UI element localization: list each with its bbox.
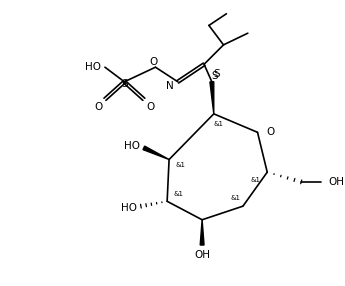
Text: &1: &1 [230,195,240,201]
Text: HO: HO [124,141,140,151]
Text: &1: &1 [250,177,260,183]
Text: S: S [214,69,220,79]
Text: OH: OH [194,250,210,260]
Polygon shape [210,82,214,114]
Polygon shape [143,146,169,160]
Text: &1: &1 [214,121,224,127]
Text: &1: &1 [176,162,186,168]
Text: HO: HO [121,203,137,213]
Text: S: S [121,79,128,89]
Text: N: N [166,81,174,91]
Text: S: S [211,71,218,81]
Text: O: O [147,102,155,112]
Text: O: O [266,127,275,137]
Text: O: O [94,102,102,112]
Text: OH: OH [328,177,344,187]
Text: O: O [149,57,158,67]
Polygon shape [200,220,204,245]
Text: &1: &1 [174,190,184,196]
Text: HO: HO [85,62,101,72]
